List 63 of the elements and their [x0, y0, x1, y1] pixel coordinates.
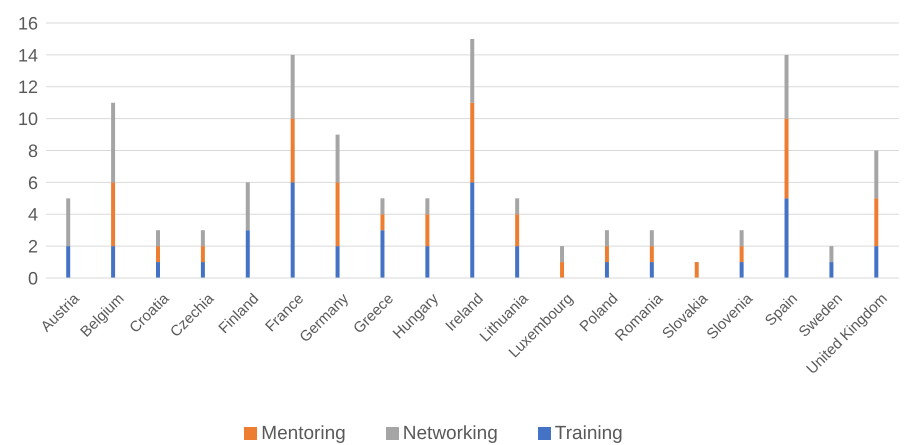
- bar: [290, 118, 295, 182]
- bar: [560, 262, 564, 278]
- y-tick-label: 0: [28, 268, 38, 288]
- bar: [650, 262, 654, 278]
- y-tick-label: 10: [18, 109, 38, 130]
- bar: [290, 182, 295, 278]
- y-tick-label: 16: [18, 13, 38, 34]
- bar: [470, 38, 474, 103]
- bar: [111, 246, 116, 278]
- bar: [829, 262, 834, 278]
- bar: [380, 214, 384, 230]
- y-tick-label: 14: [18, 45, 38, 66]
- bar: [336, 134, 340, 182]
- bar: [470, 102, 474, 182]
- bar: [246, 182, 250, 230]
- bar: [604, 246, 609, 262]
- bar: [874, 150, 878, 198]
- bar: [380, 198, 384, 214]
- y-tick-label: 2: [28, 236, 38, 257]
- legend-label: Mentoring: [261, 423, 346, 444]
- bar: [336, 182, 340, 246]
- bar: [650, 246, 654, 262]
- bar: [874, 246, 878, 278]
- bar: [111, 102, 116, 182]
- bar: [336, 246, 340, 278]
- bar: [740, 262, 744, 278]
- bar: [470, 182, 474, 278]
- bar: [156, 246, 160, 262]
- bar: [66, 198, 70, 246]
- legend-label: Networking: [402, 423, 498, 444]
- bar: [560, 246, 564, 262]
- bar: [829, 246, 834, 262]
- bar: [874, 198, 878, 246]
- bar: [200, 230, 205, 246]
- bar: [380, 230, 384, 278]
- bar: [200, 262, 205, 278]
- y-tick-label: 6: [28, 172, 38, 193]
- bar: [740, 246, 744, 262]
- bar: [515, 198, 520, 214]
- bar: [694, 262, 699, 278]
- bar: [425, 198, 430, 214]
- bar: [200, 246, 205, 262]
- bar: [784, 198, 789, 278]
- bar: [425, 246, 430, 278]
- bar: [784, 118, 789, 198]
- bar: [66, 246, 70, 278]
- bar: [246, 230, 250, 278]
- y-tick-label: 12: [18, 77, 38, 98]
- y-tick-label: 4: [28, 204, 38, 225]
- bar: [156, 262, 160, 278]
- y-tick-label: 8: [28, 140, 38, 161]
- bar: [784, 54, 789, 119]
- bar: [515, 246, 520, 278]
- bar: [111, 182, 116, 246]
- bar: [156, 230, 160, 246]
- bar: [290, 54, 295, 119]
- bar: [425, 214, 430, 246]
- bar: [515, 214, 520, 246]
- legend-label: Training: [554, 423, 623, 444]
- bar: [604, 262, 609, 278]
- bar: [650, 230, 654, 246]
- bar: [604, 230, 609, 246]
- bar: [740, 230, 744, 246]
